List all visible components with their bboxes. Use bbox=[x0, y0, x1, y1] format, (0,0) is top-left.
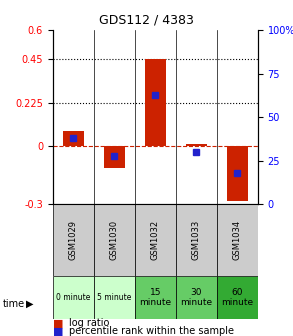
Text: ■: ■ bbox=[53, 318, 63, 328]
Bar bbox=[135, 276, 176, 319]
Text: 0 minute: 0 minute bbox=[56, 293, 91, 302]
Bar bbox=[186, 144, 207, 146]
Bar bbox=[176, 276, 217, 319]
Text: GSM1034: GSM1034 bbox=[233, 220, 242, 260]
Text: GSM1032: GSM1032 bbox=[151, 220, 160, 260]
Text: GSM1029: GSM1029 bbox=[69, 220, 78, 260]
Text: GDS112 / 4383: GDS112 / 4383 bbox=[99, 14, 194, 27]
Bar bbox=[104, 146, 125, 168]
Bar bbox=[227, 146, 248, 201]
Bar bbox=[94, 204, 135, 276]
Bar bbox=[94, 276, 135, 319]
Text: GSM1030: GSM1030 bbox=[110, 220, 119, 260]
Text: 30
minute: 30 minute bbox=[180, 288, 212, 307]
Bar bbox=[135, 204, 176, 276]
Text: 15
minute: 15 minute bbox=[139, 288, 171, 307]
Text: percentile rank within the sample: percentile rank within the sample bbox=[69, 326, 234, 336]
Text: ▶: ▶ bbox=[26, 299, 34, 309]
Text: ■: ■ bbox=[53, 326, 63, 336]
Bar bbox=[176, 204, 217, 276]
Text: time: time bbox=[3, 299, 25, 309]
Bar bbox=[145, 59, 166, 146]
Bar bbox=[217, 276, 258, 319]
Bar bbox=[53, 204, 94, 276]
Text: 5 minute: 5 minute bbox=[97, 293, 132, 302]
Bar bbox=[217, 204, 258, 276]
Text: 60
minute: 60 minute bbox=[221, 288, 253, 307]
Text: log ratio: log ratio bbox=[69, 318, 109, 328]
Text: GSM1033: GSM1033 bbox=[192, 220, 201, 260]
Bar bbox=[53, 276, 94, 319]
Bar bbox=[63, 131, 84, 146]
